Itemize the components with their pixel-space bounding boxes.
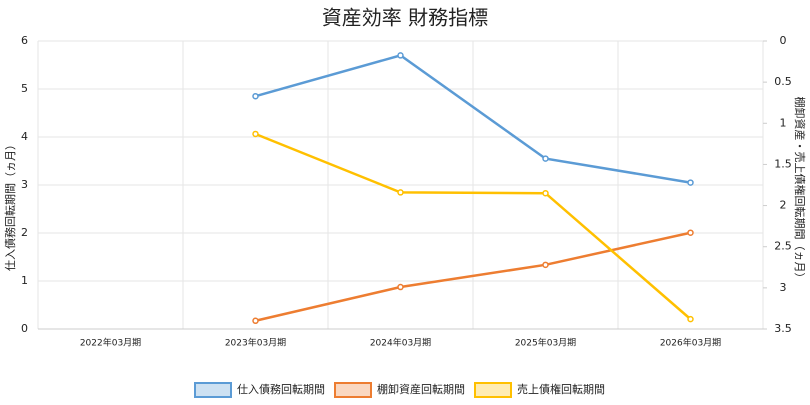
y2-tick-label: 3.5 bbox=[774, 322, 792, 335]
series-line bbox=[255, 231, 691, 322]
y-axis-label: 仕入債務回転期間（ヵ月） bbox=[3, 139, 17, 271]
data-point bbox=[397, 283, 404, 291]
y2-tick-label: 2 bbox=[780, 199, 787, 212]
x-tick-label: 2025年03月期 bbox=[515, 337, 576, 349]
y-tick-label: 4 bbox=[21, 130, 28, 143]
x-tick-label: 2024年03月期 bbox=[370, 337, 431, 349]
data-point bbox=[542, 261, 549, 269]
x-tick-label: 2023年03月期 bbox=[225, 337, 286, 349]
data-point bbox=[252, 130, 259, 138]
y2-tick-label: 1 bbox=[780, 116, 787, 129]
series-line bbox=[255, 132, 692, 321]
data-point bbox=[252, 92, 259, 100]
data-point bbox=[542, 189, 549, 197]
data-point bbox=[397, 189, 404, 196]
y2-axis-label: 棚卸資産・売上債権回転期間（ヵ月） bbox=[793, 97, 807, 284]
y-tick-label: 0 bbox=[21, 322, 28, 335]
legend-label: 棚卸資産回転期間 bbox=[377, 382, 465, 396]
legend-swatch bbox=[474, 382, 512, 398]
y-tick-label: 1 bbox=[21, 274, 28, 287]
data-point bbox=[687, 229, 694, 236]
data-point bbox=[252, 317, 259, 325]
x-tick-label: 2022年03月期 bbox=[80, 337, 141, 349]
data-point bbox=[687, 179, 694, 186]
x-tick-label: 2026年03月期 bbox=[660, 337, 721, 349]
data-point bbox=[542, 155, 549, 162]
legend-swatch bbox=[334, 382, 372, 398]
y-tick-label: 2 bbox=[21, 226, 28, 239]
y2-tick-label: 1.5 bbox=[774, 157, 792, 170]
y-tick-label: 5 bbox=[21, 82, 28, 95]
data-point bbox=[397, 52, 404, 59]
legend-label: 仕入債務回転期間 bbox=[237, 382, 325, 396]
series-line bbox=[255, 54, 691, 184]
y2-tick-label: 0 bbox=[780, 34, 787, 47]
y2-tick-label: 0.5 bbox=[774, 75, 792, 88]
y2-tick-label: 3 bbox=[780, 281, 787, 294]
legend-swatch bbox=[194, 382, 232, 398]
y2-tick-label: 2.5 bbox=[774, 240, 792, 253]
data-point bbox=[687, 315, 694, 323]
y-tick-label: 3 bbox=[21, 178, 28, 191]
chart-title: 資産効率 財務指標 bbox=[322, 6, 488, 30]
legend-label: 売上債権回転期間 bbox=[517, 382, 605, 396]
y-tick-label: 6 bbox=[21, 34, 28, 47]
